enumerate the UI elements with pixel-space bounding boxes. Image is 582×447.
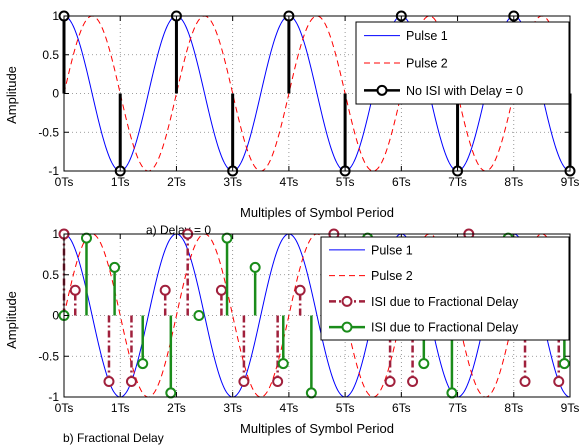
stem-marker — [407, 376, 419, 388]
stem-marker — [103, 376, 115, 388]
stem-marker — [137, 358, 149, 370]
stem-marker — [558, 358, 570, 370]
y-axis-label: Amplitude — [4, 66, 19, 124]
x-tick-label: 9Ts — [561, 401, 580, 415]
stem-marker — [80, 232, 92, 244]
y-tick-label: 0.5 — [42, 48, 59, 62]
stem-marker — [215, 284, 227, 296]
y-tick-label: 1 — [52, 227, 59, 241]
y-tick-label: 0 — [52, 309, 59, 323]
x-tick-label: 0Ts — [55, 175, 74, 189]
legend-box — [320, 236, 570, 341]
stem-marker — [418, 358, 430, 370]
stem-marker — [384, 376, 396, 388]
stem-marker — [553, 376, 565, 388]
y-axis-label: Amplitude — [4, 291, 19, 349]
stem-marker — [109, 261, 121, 273]
legend-marker — [341, 321, 353, 333]
x-tick-label: 4Ts — [280, 401, 299, 415]
legend: Pulse 1 Pulse 2 No ISI with Delay = 0 — [355, 21, 570, 105]
legend-entry: Pulse 2 — [406, 57, 448, 71]
y-tick-label: -1 — [48, 164, 59, 178]
x-tick-label: 9Ts — [561, 175, 580, 189]
x-tick-label: 3Ts — [223, 175, 242, 189]
x-tick-label: 8Ts — [504, 175, 523, 189]
x-tick-label: 6Ts — [392, 175, 411, 189]
stem-marker — [238, 376, 250, 388]
x-tick-label: 4Ts — [280, 175, 299, 189]
y-tick-label: 1 — [52, 9, 59, 23]
chart-fractional-delay: Amplitude Multiples of Symbol Period b) … — [4, 227, 579, 445]
stem-marker — [69, 284, 81, 296]
stem-marker — [193, 310, 205, 321]
stem-marker — [446, 387, 458, 399]
stem-marker — [519, 376, 531, 388]
x-tick-label: 1Ts — [111, 175, 130, 189]
x-tick-label: 5Ts — [336, 175, 355, 189]
x-tick-label: 2Ts — [167, 401, 186, 415]
legend-marker — [341, 295, 353, 307]
y-tick-label: -0.5 — [38, 349, 59, 363]
x-tick-label: 6Ts — [392, 401, 411, 415]
stem-marker — [249, 261, 261, 273]
stem-marker — [277, 358, 289, 370]
stem-marker — [272, 376, 284, 388]
legend-entry: Pulse 1 — [371, 243, 413, 257]
x-tick-label: 7Ts — [448, 401, 467, 415]
y-tick-label: 0 — [52, 87, 59, 101]
legend-entry: Pulse 2 — [371, 269, 413, 283]
x-tick-label: 3Ts — [223, 401, 242, 415]
x-tick-label: 5Ts — [336, 401, 355, 415]
x-axis-label: Multiples of Symbol Period — [240, 421, 394, 436]
x-tick-label: 7Ts — [448, 175, 467, 189]
x-axis-label: Multiples of Symbol Period — [240, 205, 394, 220]
stem-marker — [165, 387, 177, 399]
legend: Pulse 1 Pulse 2 ISI due to Fractional Dela… — [320, 236, 570, 341]
legend-entry: No ISI with Delay = 0 — [406, 84, 523, 98]
y-tick-label: 0.5 — [42, 268, 59, 282]
chart-delay-zero: Amplitude Multiples of Symbol Period a) … — [4, 9, 579, 237]
x-tick-label: 2Ts — [167, 175, 186, 189]
legend-entry: ISI due to Fractional Delay — [371, 295, 519, 309]
x-tick-label: 0Ts — [55, 401, 74, 415]
x-tick-label: 1Ts — [111, 401, 130, 415]
stem-marker — [221, 232, 233, 244]
stem-marker — [125, 376, 137, 388]
y-tick-label: -1 — [48, 390, 59, 404]
legend-entry: Pulse 1 — [406, 29, 448, 43]
x-tick-label: 8Ts — [504, 401, 523, 415]
stem-marker — [159, 284, 171, 296]
stem-marker — [294, 284, 306, 296]
stem-marker — [305, 387, 317, 399]
legend-entry: ISI due to Fractional Delay — [371, 321, 519, 335]
chart-caption: b) Fractional Delay — [63, 431, 164, 445]
y-tick-label: -0.5 — [38, 125, 59, 139]
legend-marker — [376, 84, 388, 96]
